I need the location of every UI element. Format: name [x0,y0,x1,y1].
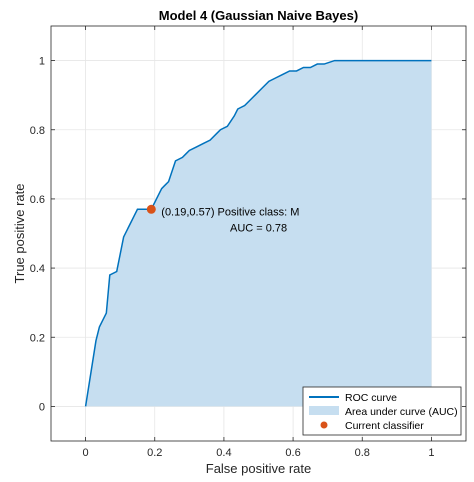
tick-labels: 0 0.2 0.4 0.6 0.8 1 0 0.2 0.4 0.6 0.8 1 [30,56,435,459]
x-tick-label: 0.8 [355,447,370,459]
annotation-auc: AUC = 0.78 [230,222,287,234]
chart-title: Model 4 (Gaussian Naive Bayes) [159,8,358,23]
auc-area [85,60,432,407]
legend-classifier-dot-icon [320,421,328,429]
x-axis-label: False positive rate [206,461,312,476]
y-tick-label: 0.8 [30,125,45,137]
legend: ROC curve Area under curve (AUC) Current… [302,386,462,436]
legend-label-classifier: Current classifier [345,420,424,432]
roc-curve [84,59,432,407]
legend-label-auc: Area under curve (AUC) [345,406,458,418]
annotation-point-line: (0.19,0.57) Positive class: M [161,206,299,218]
x-tick-label: 0.4 [216,447,231,459]
y-tick-label: 1 [39,56,45,68]
x-tick-label: 1 [428,447,434,459]
legend-label-roc: ROC curve [345,392,397,404]
axis-ticks [51,26,466,441]
x-tick-label: 0.6 [285,447,300,459]
x-tick-label: 0 [83,447,89,459]
y-tick-label: 0 [39,401,45,413]
y-tick-label: 0.2 [30,332,45,344]
y-tick-label: 0.4 [30,263,45,275]
legend-auc-swatch-icon [309,406,339,415]
current-classifier-point [146,204,156,214]
plot-area-frame [50,25,467,442]
x-tick-label: 0.2 [147,447,162,459]
y-axis-label: True positive rate [12,184,27,284]
y-tick-label: 0.6 [30,194,45,206]
